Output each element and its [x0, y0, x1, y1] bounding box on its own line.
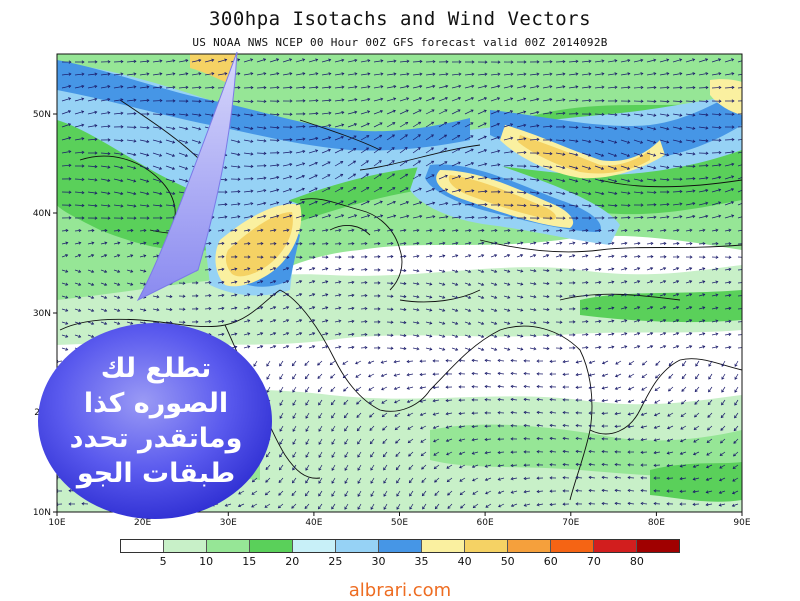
lon-label: 50E: [391, 518, 408, 528]
legend-label: 10: [199, 555, 213, 568]
lon-label: 80E: [648, 518, 665, 528]
site-watermark: albrari.com: [0, 580, 800, 601]
legend-swatch: [465, 540, 508, 552]
callout-text: تطلع لك الصوره كذا وماتقدر تحدد طبقات ال…: [40, 336, 272, 506]
wind-arrowhead: [744, 163, 746, 166]
wind-arrowhead: [745, 72, 747, 75]
legend-swatch: [637, 540, 679, 552]
lon-label: 30E: [220, 518, 237, 528]
wind-arrowhead: [745, 125, 747, 128]
legend-swatch: [379, 540, 422, 552]
lon-label: 60E: [477, 518, 494, 528]
legend-swatch: [121, 540, 164, 552]
lon-label: 20E: [134, 518, 151, 528]
legend-label: 80: [630, 555, 644, 568]
legend-label: 40: [458, 555, 472, 568]
lat-label: 40N: [33, 209, 51, 219]
legend-swatch: [164, 540, 207, 552]
lon-label: 90E: [733, 518, 750, 528]
legend-swatch: [508, 540, 551, 552]
wind-arrowhead: [745, 99, 747, 102]
legend-label: 60: [544, 555, 558, 568]
legend-labels: 5 10 15 20 25 30 35 40 50 60 70 80: [120, 555, 680, 569]
lat-label: 30N: [33, 309, 51, 319]
wind-arrowhead: [744, 150, 746, 153]
legend-swatch: [293, 540, 336, 552]
wind-arrowhead: [744, 175, 746, 177]
lon-label: 40E: [305, 518, 322, 528]
legend-label: 35: [415, 555, 429, 568]
wind-arrowhead: [744, 188, 746, 190]
longitude-labels: 10E 20E 30E 40E 50E 60E 70E 80E 90E: [48, 518, 750, 528]
legend-swatch: [250, 540, 293, 552]
legend-label: 70: [587, 555, 601, 568]
color-legend: [120, 539, 680, 553]
legend-swatch: [551, 540, 594, 552]
lat-label: 50N: [33, 110, 51, 120]
lon-label: 70E: [562, 518, 579, 528]
lat-label: 10N: [33, 508, 51, 518]
legend-swatch: [207, 540, 250, 552]
wind-arrowhead: [744, 201, 746, 203]
legend-label: 25: [328, 555, 342, 568]
legend-label: 50: [501, 555, 515, 568]
legend-label: 30: [371, 555, 385, 568]
wind-arrowhead: [744, 215, 746, 218]
wind-arrowhead: [745, 112, 747, 115]
legend-label: 20: [285, 555, 299, 568]
wind-arrowhead: [744, 59, 746, 62]
legend-swatch: [422, 540, 465, 552]
legend-label: 15: [242, 555, 256, 568]
legend-swatch: [336, 540, 379, 552]
legend-label: 5: [160, 555, 167, 568]
lon-label: 10E: [48, 518, 65, 528]
wind-arrowhead: [745, 138, 747, 141]
legend-swatch: [594, 540, 637, 552]
wind-arrowhead: [745, 86, 747, 89]
